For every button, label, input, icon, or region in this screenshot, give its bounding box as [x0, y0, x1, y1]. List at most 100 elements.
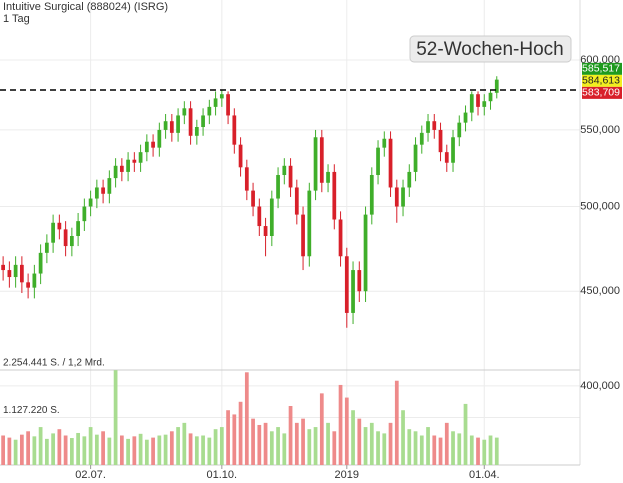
- candle-body: [351, 270, 355, 313]
- volume-bar: [119, 435, 124, 465]
- volume-tick-label: 2.254.441 S. / 1,2 Mrd.: [3, 358, 105, 369]
- volume-bar: [257, 424, 262, 465]
- candle-body: [444, 152, 449, 163]
- candle-body: [101, 187, 105, 194]
- candle-body: [319, 137, 324, 183]
- candle-body: [457, 122, 462, 138]
- candle-body: [119, 165, 124, 172]
- candle-body: [251, 190, 255, 207]
- candle-body: [163, 121, 168, 130]
- candle-body: [407, 171, 412, 188]
- volume-bar: [7, 437, 12, 465]
- volume-bar: [488, 435, 493, 465]
- y-tick-label: 500,000: [580, 200, 620, 212]
- volume-bar: [138, 433, 143, 465]
- volume-bar: [157, 435, 162, 465]
- y-tick-label: 400,000: [580, 380, 620, 392]
- candle-body: [469, 94, 474, 113]
- volume-bar: [13, 439, 18, 465]
- candle-body: [282, 165, 287, 176]
- volume-bar: [363, 427, 368, 465]
- candle-body: [194, 127, 199, 136]
- volume-bar: [57, 429, 62, 465]
- volume-bar: [407, 429, 412, 465]
- candle-body: [51, 222, 55, 243]
- volume-bar: [107, 437, 112, 465]
- candle-body: [413, 144, 418, 172]
- candle-body: [113, 165, 118, 179]
- price-label-box: [582, 74, 622, 87]
- volume-bar: [319, 393, 324, 465]
- candle-body: [107, 178, 112, 194]
- volume-bar: [444, 422, 449, 465]
- candle-body: [176, 115, 180, 133]
- volume-bar: [201, 435, 205, 465]
- volume-bar: [151, 437, 155, 465]
- candle-body: [226, 94, 230, 116]
- candle-body: [182, 108, 187, 116]
- volume-bar: [332, 431, 337, 465]
- x-tick-label: 2019: [335, 469, 359, 481]
- candle-body: [19, 264, 24, 283]
- volume-bar: [69, 438, 74, 465]
- volume-bar: [338, 384, 343, 465]
- volume-bar: [51, 433, 55, 465]
- candle-body: [13, 264, 18, 278]
- candle-body: [269, 198, 274, 237]
- candle-body: [338, 219, 343, 257]
- candle-body: [419, 132, 424, 145]
- volume-bar: [438, 437, 443, 465]
- price-label: 583,709: [582, 87, 620, 99]
- volume-bar: [282, 433, 287, 465]
- volume-bar: [357, 418, 362, 465]
- volume-bar: [226, 410, 230, 465]
- volume-bar: [63, 435, 68, 465]
- candle-body: [201, 115, 205, 128]
- volume-bar: [176, 427, 180, 465]
- candle-body: [363, 214, 368, 292]
- volume-bar: [476, 437, 480, 465]
- annotation-box: [409, 35, 572, 63]
- candle-body: [307, 190, 312, 257]
- candle-body: [213, 98, 218, 107]
- volume-bar: [169, 431, 174, 465]
- volume-bar: [313, 427, 318, 465]
- volume-bar: [432, 435, 437, 465]
- volume-bar: [207, 437, 212, 465]
- volume-bar: [376, 431, 380, 465]
- volume-bar: [101, 431, 105, 465]
- candle-body: [138, 152, 143, 163]
- candle-body: [26, 282, 30, 288]
- volume-bar: [1, 435, 5, 465]
- volume-bar: [194, 436, 199, 465]
- candle-body: [313, 137, 318, 191]
- volume-bar: [94, 434, 99, 465]
- volume-bar: [457, 433, 462, 465]
- candle-body: [438, 129, 443, 153]
- candle-body: [207, 106, 212, 116]
- candle-body: [294, 187, 299, 215]
- chart-subtitle: 1 Tag: [3, 13, 30, 25]
- y-tick-label: 550,000: [580, 124, 620, 136]
- candle-body: [388, 138, 393, 188]
- candle-body: [432, 121, 437, 130]
- volume-bar: [382, 433, 387, 465]
- y-tick-label: 450,000: [580, 285, 620, 297]
- volume-bar: [244, 372, 249, 465]
- candle-body: [463, 112, 468, 123]
- volume-bar: [276, 427, 280, 465]
- chart-title: Intuitive Surgical (888024) (ISRG): [3, 1, 168, 13]
- volume-bar: [394, 380, 399, 465]
- volume-bar: [163, 434, 168, 465]
- candle-body: [219, 94, 224, 99]
- volume-bar: [182, 422, 187, 465]
- candle-body: [394, 187, 399, 207]
- annotation: 52-Wochen-Hoch: [416, 39, 564, 60]
- volume-bar: [19, 434, 24, 465]
- volume-bar: [388, 422, 393, 465]
- volume-bar: [232, 414, 237, 465]
- candle-body: [82, 206, 87, 222]
- candle-body: [332, 171, 337, 220]
- candle-body: [476, 94, 480, 107]
- candle-body: [276, 175, 280, 199]
